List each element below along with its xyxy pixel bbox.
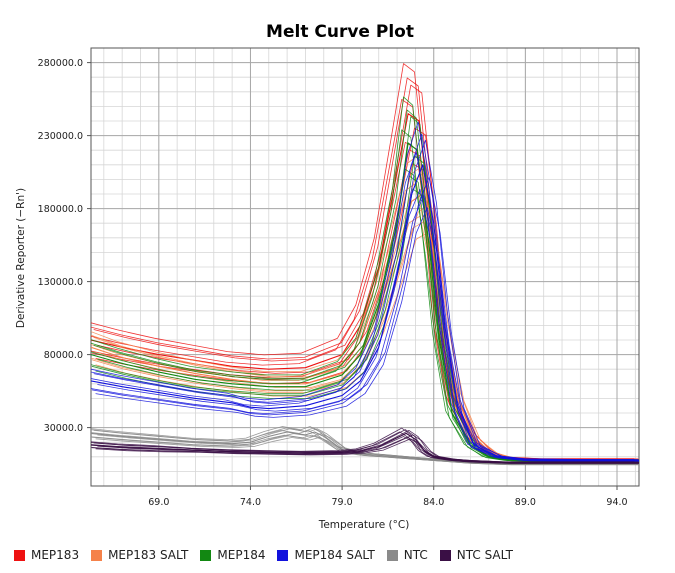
legend-label: MEP183 [31,548,80,562]
legend-item: MEP184 SALT [277,548,375,562]
x-tick-label: 69.0 [148,497,169,508]
series-line [91,195,639,462]
x-tick-label: 94.0 [606,497,627,508]
series-line [97,176,639,462]
legend-swatch [439,549,451,561]
legend-item: MEP184 [200,548,265,562]
y-axis-label: Derivative Reporter (−Rn') [15,188,27,328]
chart-legend: MEP183 MEP183 SALT MEP184 MEP184 SALT NTC NTC… [14,546,525,564]
y-axis: 30000.0 80000.0 130000.0 180000.0 230000.0 28… [38,58,91,434]
plot-border [90,47,640,487]
legend-label: NTC SALT [456,548,513,562]
y-tick-label: 130000.0 [38,277,83,288]
x-axis-label: Temperature (°C) [318,519,410,531]
x-tick-label: 84.0 [423,497,444,508]
x-tick-label: 79.0 [332,497,353,508]
series-line [91,152,633,461]
legend-label: NTC [403,548,428,562]
series-line [91,133,639,461]
x-axis: 69.0 74.0 79.0 84.0 89.0 94.0 [148,486,628,508]
series-line [91,121,635,460]
series-line [93,139,639,461]
legend-item: NTC SALT [439,548,513,562]
y-tick-label: 230000.0 [38,131,83,142]
y-tick-label: 80000.0 [44,350,83,361]
series-mep184-salt [91,121,639,462]
legend-item: NTC [386,548,428,562]
series-line [91,436,639,464]
series-layer [91,63,639,466]
legend-swatch [91,549,103,561]
series-line [91,431,633,463]
y-tick-label: 280000.0 [38,58,83,69]
chart-title: Melt Curve Plot [266,22,414,42]
y-tick-label: 30000.0 [44,423,83,434]
legend-item: MEP183 [14,548,79,562]
plot-area [90,47,640,487]
series-ntc-salt [91,427,639,464]
series-line [91,165,639,461]
legend-label: MEP183 SALT [108,548,189,562]
x-tick-label: 89.0 [515,497,536,508]
legend-item: MEP183 SALT [91,548,188,562]
legend-swatch [14,549,25,561]
legend-swatch [200,549,212,561]
legend-label: MEP184 [217,548,266,562]
legend-swatch [386,549,398,561]
legend-swatch [277,549,289,561]
legend-label: MEP184 SALT [294,548,375,562]
series-line [91,429,639,463]
series-line [91,435,639,465]
x-tick-label: 74.0 [240,497,261,508]
y-tick-label: 180000.0 [38,204,83,215]
